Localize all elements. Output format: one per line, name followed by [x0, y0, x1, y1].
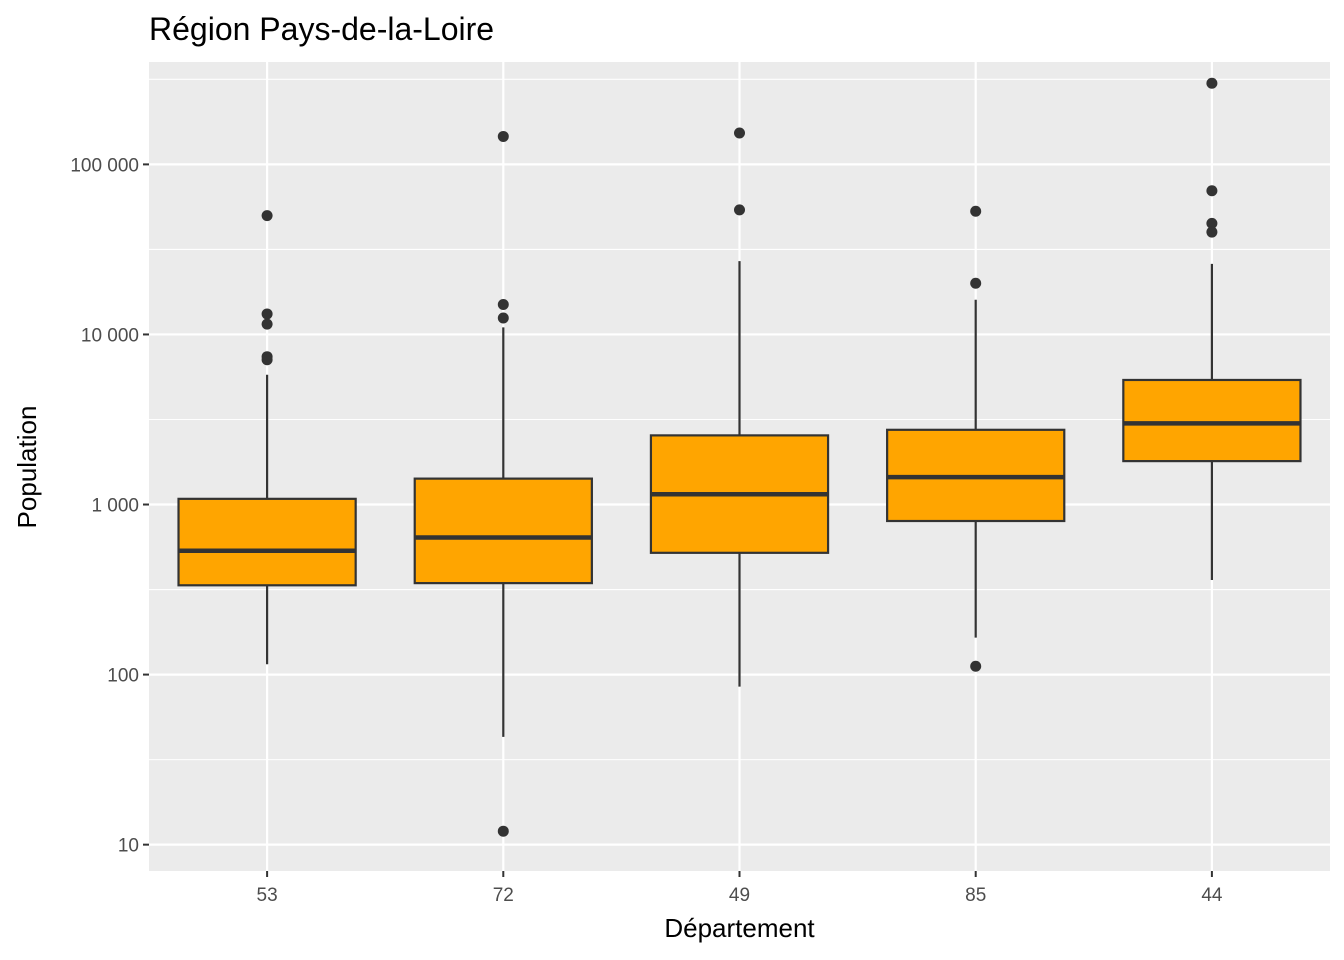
- outlier-point: [261, 308, 273, 320]
- y-tick-label: 100 000: [70, 155, 139, 176]
- y-tick-label: 1 000: [91, 496, 139, 517]
- x-axis-title: Département: [664, 913, 815, 943]
- outlier-point: [734, 127, 745, 139]
- outlier-point: [1206, 185, 1218, 197]
- x-tick-label: 85: [965, 885, 986, 906]
- box-iqr: [1122, 378, 1302, 463]
- y-axis-title: Population: [12, 406, 42, 529]
- x-tick-label: 49: [729, 885, 750, 906]
- box-group: [177, 210, 357, 665]
- outlier-point: [970, 205, 982, 217]
- box-iqr: [177, 497, 357, 587]
- box-group: [649, 127, 830, 687]
- y-tick-label: 10: [118, 836, 139, 857]
- outlier-point: [970, 277, 982, 289]
- box-series: [177, 77, 1302, 837]
- outlier-point: [1206, 226, 1218, 238]
- box-iqr: [413, 477, 593, 585]
- chart-title: Région Pays-de-la-Loire: [149, 11, 494, 47]
- outlier-point: [497, 312, 509, 324]
- outlier-point: [261, 210, 273, 222]
- outlier-point: [497, 130, 509, 142]
- outlier-point: [970, 660, 982, 672]
- x-tick-label: 72: [493, 885, 514, 906]
- outlier-point: [497, 825, 509, 837]
- x-axis: 53 72 49 85 44: [257, 871, 1223, 906]
- outlier-point: [497, 299, 509, 311]
- y-tick-label: 10 000: [81, 325, 139, 346]
- box-group: [413, 130, 593, 837]
- outlier-point: [261, 354, 273, 366]
- box-group: [1122, 77, 1302, 580]
- y-axis: 10 100 1 000 10 000 100 000: [70, 155, 149, 857]
- x-tick-label: 53: [257, 885, 278, 906]
- outlier-point: [1206, 77, 1218, 89]
- x-tick-label: 44: [1201, 885, 1223, 906]
- y-tick-label: 100: [107, 666, 139, 687]
- outlier-point: [261, 318, 273, 330]
- outlier-point: [734, 204, 745, 216]
- outlier-point: [1206, 217, 1218, 229]
- box-group: [886, 205, 1066, 672]
